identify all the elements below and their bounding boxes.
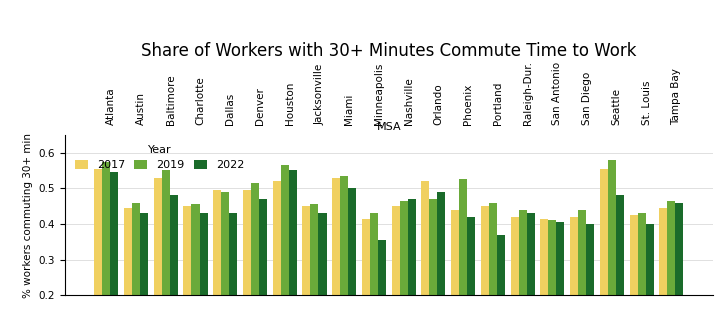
Bar — [421, 181, 429, 321]
Bar — [132, 203, 140, 321]
Bar — [570, 217, 578, 321]
Bar — [310, 204, 318, 321]
Y-axis label: % workers commuting 30+ min: % workers commuting 30+ min — [23, 133, 33, 298]
Bar — [392, 206, 400, 321]
Bar — [438, 192, 446, 321]
Bar — [229, 213, 238, 321]
Bar — [510, 217, 518, 321]
Bar — [199, 213, 207, 321]
Bar — [184, 206, 192, 321]
Bar — [489, 203, 497, 321]
Bar — [400, 201, 408, 321]
Bar — [557, 222, 564, 321]
Bar — [408, 199, 415, 321]
Legend: 2017, 2019, 2022: 2017, 2019, 2022 — [71, 140, 248, 175]
Bar — [646, 224, 654, 321]
Bar — [332, 178, 340, 321]
Bar — [616, 195, 624, 321]
Bar — [221, 192, 229, 321]
Bar — [154, 178, 162, 321]
Bar — [518, 210, 526, 321]
Bar — [370, 213, 378, 321]
Bar — [243, 190, 251, 321]
Bar — [162, 170, 170, 321]
Bar — [348, 188, 356, 321]
Text: MSA: MSA — [377, 122, 401, 132]
Bar — [451, 210, 459, 321]
Bar — [362, 219, 370, 321]
Bar — [289, 170, 297, 321]
Title: Share of Workers with 30+ Minutes Commute Time to Work: Share of Workers with 30+ Minutes Commut… — [141, 41, 636, 59]
Bar — [660, 208, 667, 321]
Bar — [637, 213, 646, 321]
Bar — [429, 199, 438, 321]
Bar — [102, 161, 110, 321]
Bar — [629, 215, 637, 321]
Bar — [459, 179, 467, 321]
Bar — [378, 240, 386, 321]
Bar — [481, 206, 489, 321]
Bar — [273, 181, 281, 321]
Bar — [251, 183, 259, 321]
Bar — [192, 204, 199, 321]
Bar — [259, 199, 267, 321]
Bar — [497, 235, 505, 321]
Bar — [170, 195, 178, 321]
Bar — [608, 160, 616, 321]
Bar — [302, 206, 310, 321]
Bar — [578, 210, 586, 321]
Bar — [667, 201, 675, 321]
Bar — [526, 213, 535, 321]
Bar — [340, 176, 348, 321]
Bar — [675, 203, 683, 321]
Bar — [94, 169, 102, 321]
Bar — [586, 224, 594, 321]
Bar — [281, 165, 289, 321]
Bar — [213, 190, 221, 321]
Bar — [549, 221, 557, 321]
Bar — [110, 172, 118, 321]
Bar — [140, 213, 148, 321]
Bar — [318, 213, 326, 321]
Bar — [540, 219, 549, 321]
Bar — [124, 208, 132, 321]
Bar — [600, 169, 608, 321]
Bar — [467, 217, 475, 321]
